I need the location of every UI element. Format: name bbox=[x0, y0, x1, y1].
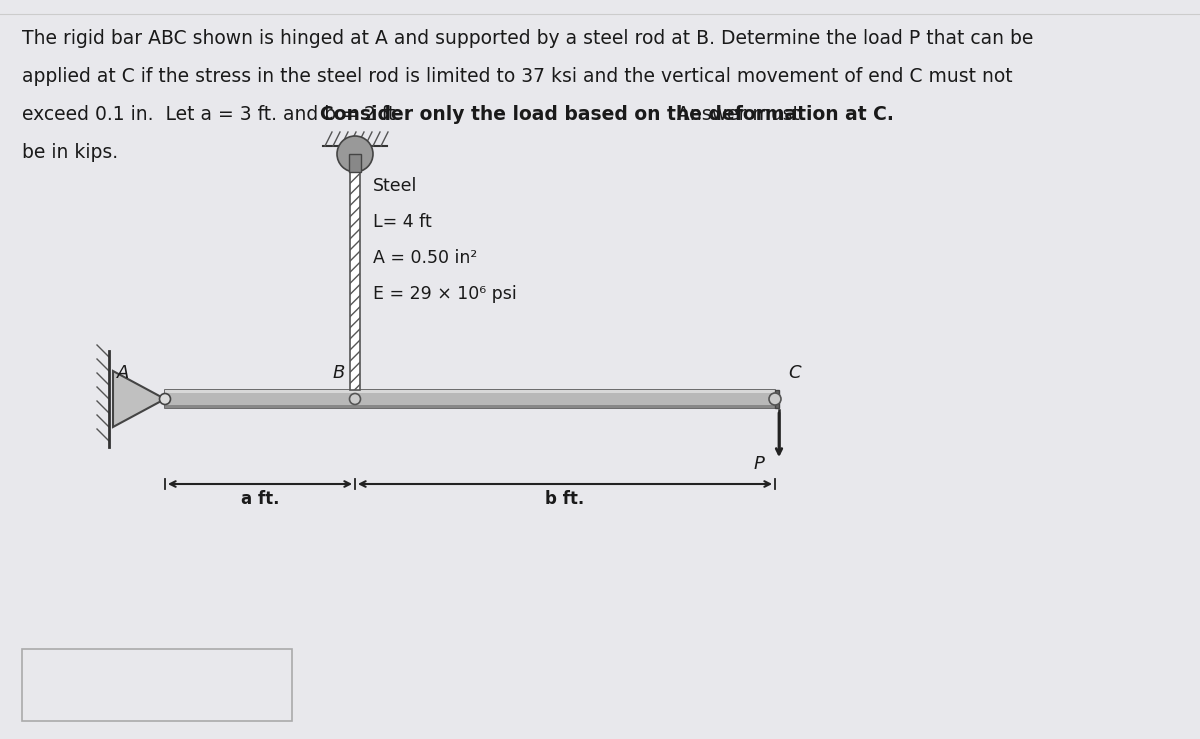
Text: P: P bbox=[754, 455, 764, 473]
Text: Answer must: Answer must bbox=[671, 105, 800, 124]
Text: C: C bbox=[788, 364, 802, 382]
Text: A = 0.50 in²: A = 0.50 in² bbox=[373, 249, 478, 267]
Text: Steel: Steel bbox=[373, 177, 418, 195]
Circle shape bbox=[337, 136, 373, 172]
Text: a ft.: a ft. bbox=[241, 490, 280, 508]
Polygon shape bbox=[775, 390, 779, 408]
Text: be in kips.: be in kips. bbox=[22, 143, 118, 162]
FancyBboxPatch shape bbox=[22, 649, 292, 721]
Polygon shape bbox=[166, 405, 775, 408]
Text: A: A bbox=[116, 364, 130, 382]
Text: exceed 0.1 in.  Let a = 3 ft. and b = 2 ft.: exceed 0.1 in. Let a = 3 ft. and b = 2 f… bbox=[22, 105, 413, 124]
Polygon shape bbox=[113, 371, 166, 427]
Text: The rigid bar ABC shown is hinged at A and supported by a steel rod at B. Determ: The rigid bar ABC shown is hinged at A a… bbox=[22, 29, 1033, 48]
Text: Consider only the load based on the deformation at C.: Consider only the load based on the defo… bbox=[320, 105, 894, 124]
Circle shape bbox=[769, 393, 781, 405]
Text: b ft.: b ft. bbox=[545, 490, 584, 508]
Polygon shape bbox=[349, 154, 361, 172]
Circle shape bbox=[160, 393, 170, 404]
Circle shape bbox=[349, 393, 360, 404]
Polygon shape bbox=[166, 390, 775, 393]
Polygon shape bbox=[350, 172, 360, 390]
Text: applied at C if the stress in the steel rod is limited to 37 ksi and the vertica: applied at C if the stress in the steel … bbox=[22, 67, 1013, 86]
Text: E = 29 × 10⁶ psi: E = 29 × 10⁶ psi bbox=[373, 285, 517, 303]
Text: L= 4 ft: L= 4 ft bbox=[373, 213, 432, 231]
Text: B: B bbox=[332, 364, 346, 382]
Polygon shape bbox=[166, 390, 775, 408]
